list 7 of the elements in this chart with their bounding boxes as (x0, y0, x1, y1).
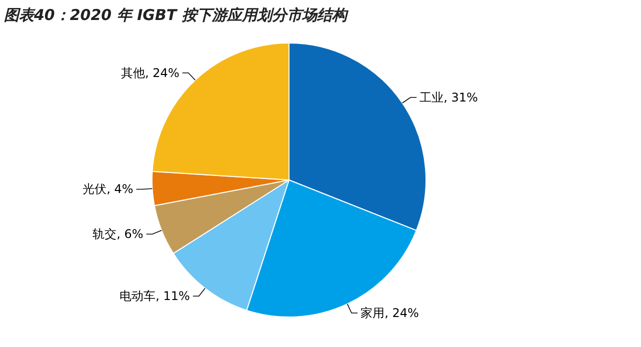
slice-label: 光伏, 4% (82, 182, 134, 196)
slice-label: 其他, 24% (121, 66, 180, 80)
slice-label: 电动车, 11% (120, 289, 190, 304)
slice-label: 轨交, 6% (92, 227, 144, 242)
chart-title: 图表40：2020 年 IGBT 按下游应用划分市场结构 (4, 6, 349, 24)
slice-label: 家用, 24% (360, 306, 419, 320)
slice-label: 工业, 31% (420, 90, 478, 104)
